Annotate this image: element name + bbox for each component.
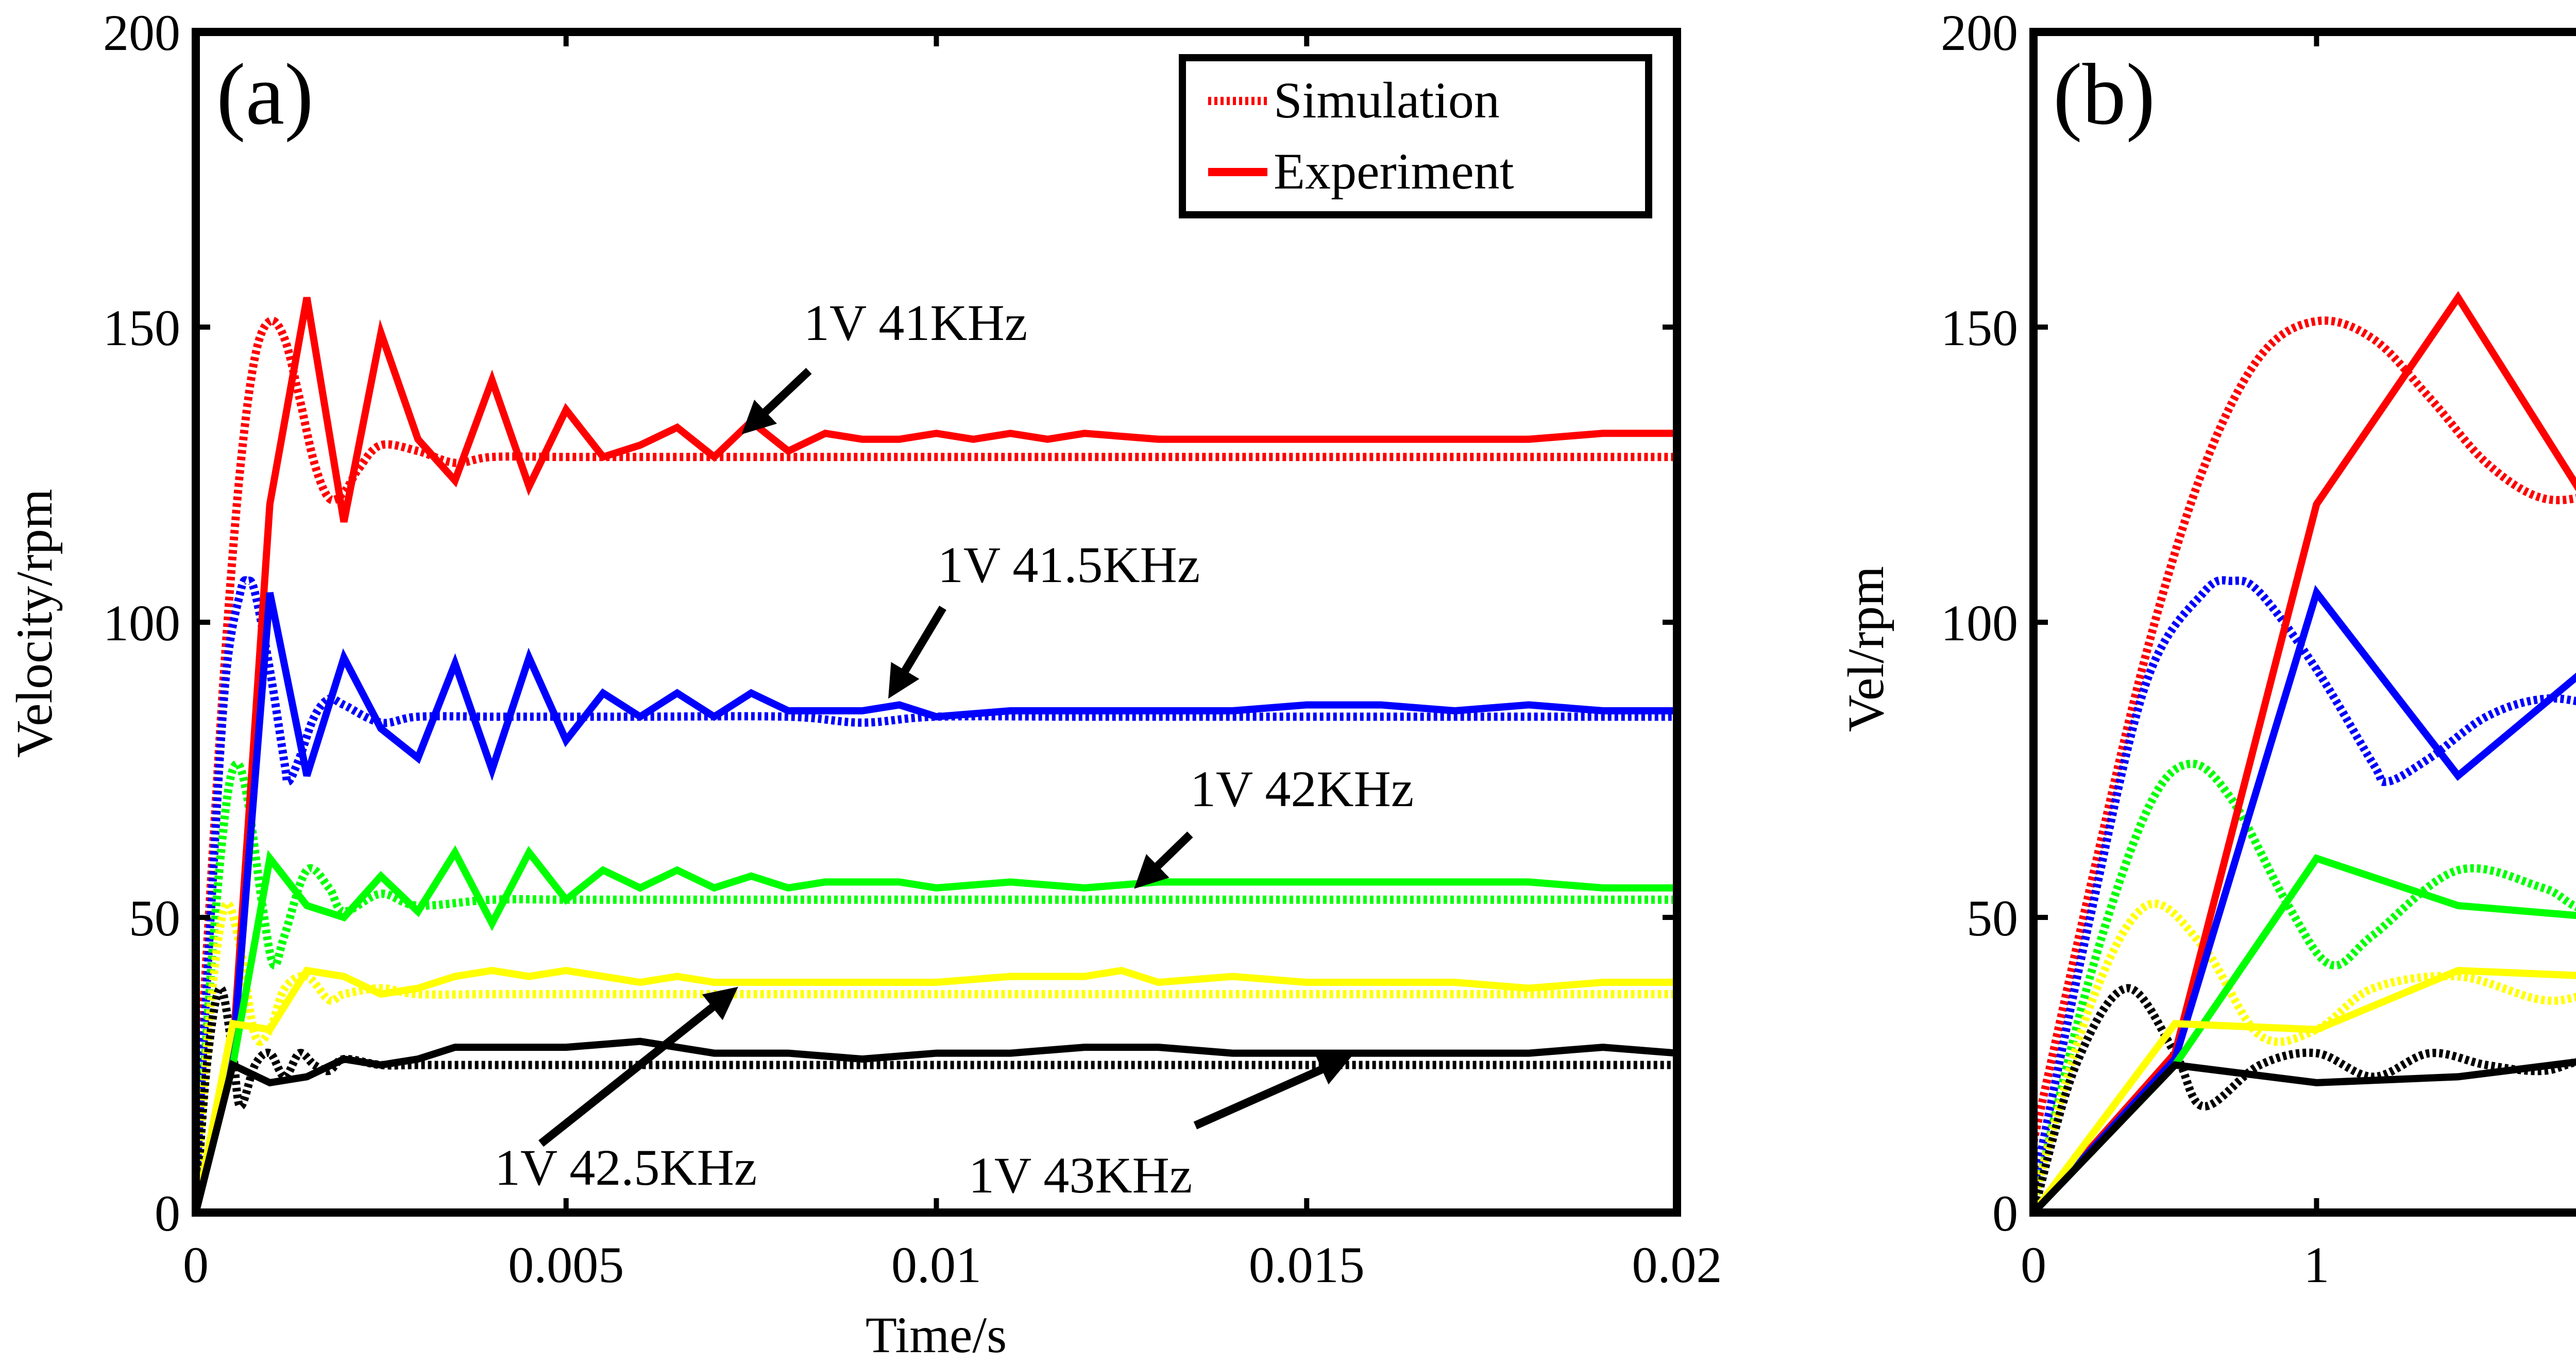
panel-a-series — [196, 297, 1677, 1213]
panel-a: 0 0.005 0.01 0.015 0.02 0 50 100 150 200 (a) Time… — [6, 4, 1722, 1363]
panel-b-series — [2033, 291, 2576, 1213]
panel-b-ticks: 012345050100150200 — [1941, 4, 2329, 1293]
series-1v-43khz-experiment — [2033, 1058, 2576, 1213]
panel-a-annotations: 1V 41KHz 1V 41.5KHz 1V 42KHz 1V 42.5KHz … — [495, 294, 1414, 1204]
panel-a-ticks: 0 0.005 0.01 0.015 0.02 0 50 100 150 200 — [103, 4, 1722, 1293]
legend-simulation-label: Simulation — [1274, 72, 1500, 129]
x-tick-label: 0.01 — [891, 1236, 981, 1293]
annotation-42-5khz: 1V 42.5KHz — [495, 1139, 757, 1196]
y-tick-label: 200 — [1941, 4, 2018, 61]
panel-a-label: (a) — [216, 46, 314, 143]
legend-experiment-label: Experiment — [1274, 143, 1514, 200]
annotation-arrow — [1134, 831, 1193, 889]
annotation-arrow — [888, 605, 946, 699]
series-1v-42khz-experiment — [2033, 854, 2576, 1213]
series-1v-41-5khz-experiment — [196, 592, 1677, 1213]
y-tick-label: 100 — [1941, 594, 2018, 652]
panel-b-ylabel: Vel/rpm — [1837, 566, 1894, 732]
series-1v-41-5khz-experiment — [2033, 585, 2576, 1213]
panel-a-xlabel: Time/s — [866, 1306, 1007, 1363]
series-1v-43khz-experiment — [196, 1037, 1677, 1213]
y-tick-label: 150 — [103, 299, 180, 356]
panel-a-ylabel: Velocity/rpm — [6, 489, 63, 758]
annotation-arrow — [538, 986, 738, 1147]
series-1v-41khz-simulation — [196, 316, 1677, 1142]
series-1v-41khz-simulation — [2033, 316, 2576, 1143]
panel-b-label: (b) — [2053, 46, 2155, 143]
series-1v-41-5khz-simulation — [196, 576, 1677, 1189]
y-tick-label: 100 — [103, 594, 180, 652]
x-tick-label: 0.005 — [508, 1236, 624, 1293]
annotation-arrow — [1193, 1054, 1352, 1130]
annotation-41khz: 1V 41KHz — [804, 294, 1027, 351]
y-tick-label: 50 — [129, 890, 180, 947]
series-1v-42khz-simulation — [196, 759, 1677, 1207]
y-tick-label: 0 — [1992, 1185, 2018, 1242]
y-tick-label: 150 — [1941, 299, 2018, 356]
x-tick-label: 0.02 — [1632, 1236, 1722, 1293]
annotation-43khz: 1V 43KHz — [969, 1147, 1192, 1204]
annotation-41-5khz: 1V 41.5KHz — [938, 536, 1200, 593]
y-tick-label: 0 — [155, 1185, 180, 1242]
panel-a-legend: Simulation Experiment — [1179, 54, 1652, 218]
y-tick-label: 200 — [103, 4, 180, 61]
series-1v-42khz-experiment — [196, 845, 1677, 1213]
series-1v-42-5khz-experiment — [196, 966, 1677, 1213]
annotation-arrow — [741, 368, 812, 435]
series-1v-41khz-experiment — [2033, 291, 2576, 1213]
panel-b: 012345050100150200 (b) Time/s Vel/rpm x … — [1837, 4, 2576, 1293]
x-tick-label: 0 — [2021, 1236, 2046, 1293]
series-1v-43khz-simulation — [196, 984, 1677, 1213]
annotation-42khz: 1V 42KHz — [1190, 760, 1414, 817]
series-1v-41-5khz-simulation — [2033, 576, 2576, 1190]
series-1v-42khz-simulation — [2033, 759, 2576, 1208]
series-1v-41khz-experiment — [196, 297, 1677, 1213]
x-tick-label: 1 — [2303, 1236, 2329, 1293]
series-1v-42-5khz-simulation — [2033, 899, 2576, 1202]
series-1v-42-5khz-experiment — [2033, 967, 2576, 1213]
x-tick-label: 0.015 — [1249, 1236, 1365, 1293]
y-tick-label: 50 — [1967, 890, 2018, 947]
x-tick-label: 0 — [183, 1236, 209, 1293]
